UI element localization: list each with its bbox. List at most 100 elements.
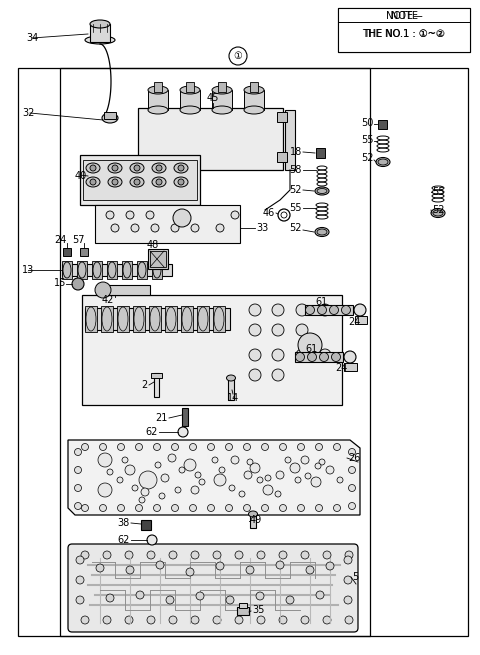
Circle shape bbox=[316, 591, 324, 599]
Circle shape bbox=[265, 475, 271, 481]
Ellipse shape bbox=[166, 307, 176, 331]
Circle shape bbox=[348, 502, 356, 510]
Circle shape bbox=[191, 551, 199, 559]
Circle shape bbox=[344, 576, 352, 584]
Ellipse shape bbox=[244, 86, 264, 94]
Circle shape bbox=[272, 349, 284, 361]
Text: 5: 5 bbox=[352, 572, 358, 582]
Text: 62: 62 bbox=[118, 535, 130, 545]
Circle shape bbox=[231, 456, 239, 464]
Ellipse shape bbox=[315, 187, 329, 195]
Circle shape bbox=[135, 504, 143, 512]
Circle shape bbox=[348, 485, 356, 491]
Bar bbox=[182, 408, 188, 426]
Ellipse shape bbox=[130, 163, 144, 173]
Bar bbox=[152, 261, 162, 279]
Circle shape bbox=[334, 443, 340, 451]
Circle shape bbox=[199, 479, 205, 485]
Text: 52: 52 bbox=[361, 153, 374, 163]
Ellipse shape bbox=[108, 177, 122, 187]
Circle shape bbox=[178, 427, 188, 437]
Ellipse shape bbox=[86, 163, 100, 173]
Circle shape bbox=[191, 224, 199, 232]
Text: 45: 45 bbox=[207, 93, 219, 103]
Bar bbox=[277, 152, 287, 162]
Bar bbox=[148, 90, 168, 110]
Circle shape bbox=[98, 453, 112, 467]
Circle shape bbox=[286, 596, 294, 604]
Bar bbox=[250, 82, 258, 92]
Bar bbox=[212, 90, 232, 110]
Circle shape bbox=[134, 165, 140, 171]
Text: 13: 13 bbox=[22, 265, 34, 275]
Bar bbox=[133, 306, 145, 332]
Text: 52: 52 bbox=[432, 205, 444, 215]
Circle shape bbox=[315, 463, 321, 469]
Circle shape bbox=[344, 556, 352, 564]
Circle shape bbox=[243, 443, 251, 451]
Circle shape bbox=[132, 485, 138, 491]
Circle shape bbox=[235, 616, 243, 624]
Bar bbox=[355, 316, 367, 324]
Circle shape bbox=[76, 576, 84, 584]
Circle shape bbox=[305, 473, 311, 479]
Circle shape bbox=[295, 477, 301, 483]
Bar bbox=[80, 155, 200, 205]
Text: 21: 21 bbox=[156, 413, 168, 423]
Ellipse shape bbox=[329, 305, 338, 314]
Circle shape bbox=[279, 616, 287, 624]
Circle shape bbox=[323, 551, 331, 559]
Bar bbox=[295, 352, 343, 362]
Circle shape bbox=[249, 324, 261, 336]
Circle shape bbox=[246, 566, 254, 574]
Bar bbox=[85, 306, 97, 332]
Bar bbox=[305, 305, 353, 315]
Ellipse shape bbox=[86, 177, 100, 187]
Bar bbox=[186, 82, 194, 92]
Text: 52: 52 bbox=[289, 223, 302, 233]
Circle shape bbox=[98, 483, 112, 497]
Circle shape bbox=[159, 493, 165, 499]
Text: 42: 42 bbox=[102, 295, 114, 305]
Ellipse shape bbox=[102, 113, 118, 123]
Circle shape bbox=[229, 47, 247, 65]
Bar bbox=[149, 306, 161, 332]
Text: 57: 57 bbox=[72, 235, 84, 245]
Circle shape bbox=[112, 179, 118, 185]
Ellipse shape bbox=[317, 305, 326, 314]
Bar bbox=[181, 306, 193, 332]
Circle shape bbox=[279, 443, 287, 451]
Circle shape bbox=[348, 449, 356, 455]
Circle shape bbox=[319, 304, 331, 316]
Circle shape bbox=[239, 491, 245, 497]
Bar bbox=[62, 261, 72, 279]
Circle shape bbox=[106, 594, 114, 602]
Circle shape bbox=[74, 449, 82, 455]
Circle shape bbox=[296, 324, 308, 336]
Circle shape bbox=[147, 551, 155, 559]
Bar bbox=[138, 108, 283, 170]
Circle shape bbox=[191, 486, 199, 494]
Circle shape bbox=[161, 474, 169, 482]
Bar bbox=[107, 261, 117, 279]
Circle shape bbox=[112, 165, 118, 171]
Circle shape bbox=[348, 466, 356, 474]
Bar bbox=[151, 373, 162, 378]
Bar bbox=[338, 8, 470, 52]
Text: NOTE: NOTE bbox=[391, 11, 418, 21]
Circle shape bbox=[306, 566, 314, 574]
Text: 2: 2 bbox=[142, 380, 148, 390]
Ellipse shape bbox=[63, 262, 71, 278]
Ellipse shape bbox=[78, 262, 86, 278]
Text: 48: 48 bbox=[147, 240, 159, 250]
Bar bbox=[104, 112, 116, 119]
Text: 34: 34 bbox=[26, 33, 38, 43]
Text: 62: 62 bbox=[145, 427, 158, 437]
Ellipse shape bbox=[138, 262, 146, 278]
Circle shape bbox=[190, 504, 196, 512]
Text: 14: 14 bbox=[227, 393, 239, 403]
Bar bbox=[244, 90, 264, 110]
Circle shape bbox=[279, 504, 287, 512]
Bar bbox=[100, 285, 150, 295]
Circle shape bbox=[296, 304, 308, 316]
